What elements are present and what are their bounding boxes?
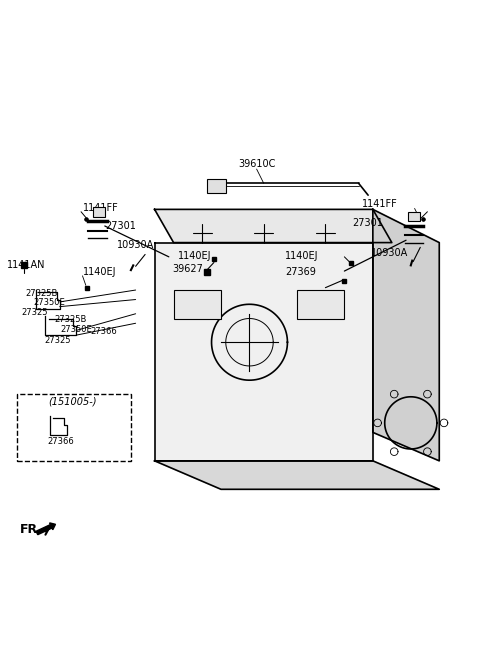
Text: 39627: 39627: [173, 264, 204, 274]
Text: 1140EJ: 1140EJ: [179, 251, 212, 261]
Bar: [93, 207, 105, 216]
Text: (151005-): (151005-): [48, 396, 96, 407]
Text: 10930A: 10930A: [371, 248, 408, 258]
Text: 27325B: 27325B: [54, 316, 86, 325]
Text: 27325: 27325: [22, 308, 48, 318]
FancyBboxPatch shape: [17, 394, 131, 461]
Text: 27325: 27325: [45, 337, 71, 345]
Text: 27325B: 27325B: [25, 289, 58, 298]
Polygon shape: [155, 209, 392, 243]
Text: 27301: 27301: [352, 218, 384, 228]
Text: 27366: 27366: [48, 438, 74, 446]
Text: 27350E: 27350E: [34, 298, 65, 308]
Bar: [174, 290, 221, 319]
Text: 27369: 27369: [285, 267, 316, 277]
Text: 1140EJ: 1140EJ: [285, 251, 319, 261]
Text: 10930A: 10930A: [117, 240, 154, 250]
Text: 1141FF: 1141FF: [84, 203, 119, 213]
FancyArrow shape: [36, 523, 56, 535]
Polygon shape: [155, 461, 439, 489]
Text: 39610C: 39610C: [238, 159, 276, 169]
Text: 27366: 27366: [91, 327, 117, 336]
Text: 27301: 27301: [105, 221, 136, 231]
Polygon shape: [155, 243, 373, 461]
Polygon shape: [373, 209, 439, 461]
Bar: [408, 212, 420, 221]
Text: 1141AN: 1141AN: [7, 260, 45, 270]
Bar: [207, 178, 226, 193]
Bar: [297, 290, 344, 319]
Text: 1140EJ: 1140EJ: [83, 268, 116, 277]
Text: FR.: FR.: [19, 523, 43, 536]
Text: 1141FF: 1141FF: [362, 199, 398, 209]
Text: 27350E: 27350E: [60, 325, 93, 334]
